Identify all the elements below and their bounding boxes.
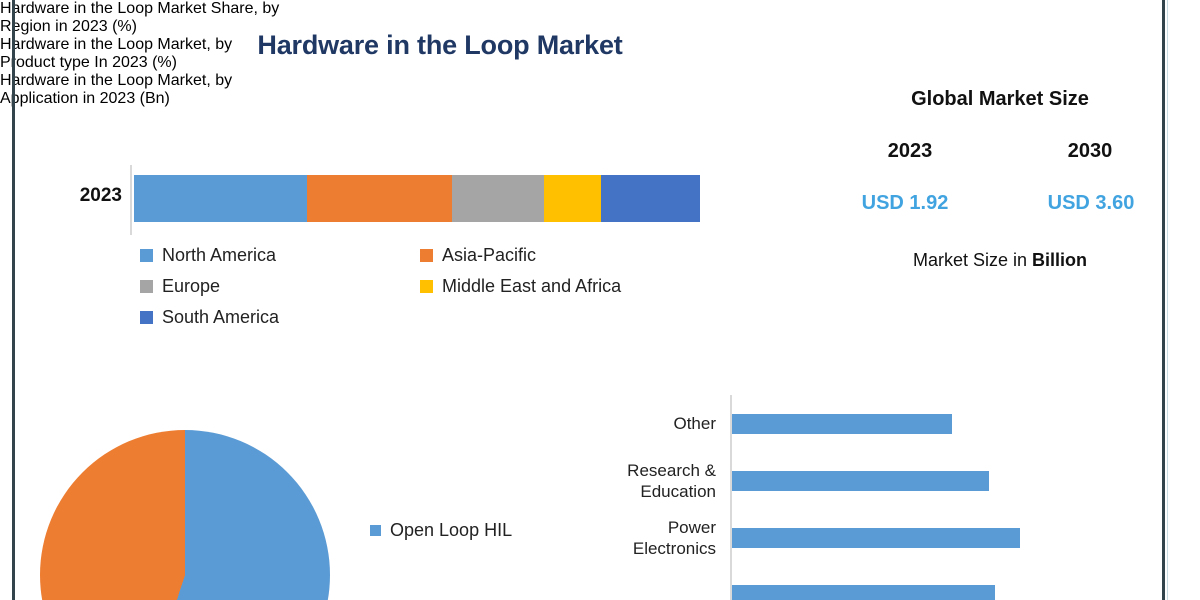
application-chart-title-line2: Application in 2023 (Bn) — [0, 90, 170, 107]
application-bar — [732, 470, 989, 491]
legend-item-label: Open Loop HIL — [390, 519, 513, 540]
region-chart-legend: North America Asia-Pacific Europe Middle Ea… — [140, 240, 700, 333]
region-segment — [451, 175, 545, 222]
application-chart-axis — [730, 395, 732, 600]
global-market-size-title: Global Market Size — [911, 88, 1089, 110]
application-bar-label: Research & Education — [627, 460, 716, 501]
market-size-unit-value: Billion — [1032, 250, 1088, 270]
market-size-year-start: 2023 — [887, 140, 933, 162]
legend-item-label: Asia-Pacific — [442, 245, 537, 265]
legend-item-label: North America — [162, 245, 277, 265]
region-stacked-bar-chart: 2023 — [50, 165, 700, 235]
application-bar — [732, 584, 996, 600]
market-size-unit-prefix: Market Size in — [912, 250, 1033, 270]
legend-item-label: Europe — [162, 276, 221, 296]
market-size-value-end: USD 3.60 — [1047, 192, 1135, 214]
application-bar — [732, 413, 953, 434]
region-segment — [134, 175, 307, 222]
legend-item: Middle East and Africa — [420, 271, 700, 302]
global-market-size-values: USD 1.92 USD 3.60 — [812, 192, 1184, 215]
region-chart-axis — [130, 165, 132, 235]
legend-swatch-icon — [420, 280, 433, 293]
product-chart-title-line1: Hardware in the Loop Market, by — [0, 36, 233, 53]
product-pie-graphic — [40, 430, 330, 600]
legend-item-label: Middle East and Africa — [442, 276, 622, 296]
page-title: Hardware in the Loop Market — [257, 30, 623, 60]
market-size-year-end: 2030 — [1067, 140, 1113, 162]
product-chart-title-line2: Product type In 2023 (%) — [0, 54, 177, 71]
global-market-size-years: 2023 2030 — [820, 140, 1180, 163]
legend-swatch-icon — [370, 524, 381, 536]
region-segment — [601, 175, 700, 222]
region-stacked-bar — [134, 175, 700, 222]
application-chart-title-line1: Hardware in the Loop Market, by — [0, 72, 233, 89]
legend-item: Asia-Pacific — [420, 240, 700, 271]
legend-item: Open Loop HIL — [370, 480, 610, 580]
application-bar-row: Other — [590, 395, 1170, 452]
region-chart-title-line1: Hardware in the Loop Market Share, by — [0, 0, 280, 17]
application-bar-label: Power Electronics — [632, 517, 716, 558]
market-size-value-start: USD 1.92 — [861, 192, 949, 214]
application-bar-row: Power Electronics — [590, 509, 1170, 566]
application-bar-row — [590, 566, 1170, 600]
legend-swatch-icon — [140, 311, 153, 324]
product-chart-legend: Open Loop HIL — [370, 480, 610, 580]
legend-item: Europe — [140, 271, 420, 302]
product-chart-title: Hardware in the Loop Market, by Product … — [0, 36, 500, 72]
application-bar-row: Research & Education — [590, 452, 1170, 509]
application-bar — [732, 527, 1021, 548]
legend-item: North America — [140, 240, 420, 271]
frame-border-left — [12, 0, 15, 600]
application-chart-title: Hardware in the Loop Market, by Applicat… — [0, 72, 450, 108]
region-chart-title-line2: Region in 2023 (%) — [0, 18, 137, 35]
legend-swatch-icon — [420, 249, 433, 262]
product-pie-chart — [40, 430, 340, 600]
region-segment — [544, 175, 602, 222]
application-bar-label: Other — [673, 414, 716, 433]
market-size-unit-note: Market Size in Billion — [820, 250, 1180, 271]
legend-item-label: South America — [162, 307, 280, 327]
frame-border-right — [1162, 0, 1165, 600]
region-category-label: 2023 — [79, 185, 122, 206]
legend-item: South America — [140, 302, 420, 333]
legend-swatch-icon — [140, 280, 153, 293]
region-segment — [306, 175, 452, 222]
legend-swatch-icon — [140, 249, 153, 262]
region-chart-title: Hardware in the Loop Market Share, by Re… — [0, 0, 560, 36]
application-bar-chart: Other Research & Education Power Electronics — [590, 395, 1170, 600]
frame-border-right-inner — [1167, 0, 1168, 600]
